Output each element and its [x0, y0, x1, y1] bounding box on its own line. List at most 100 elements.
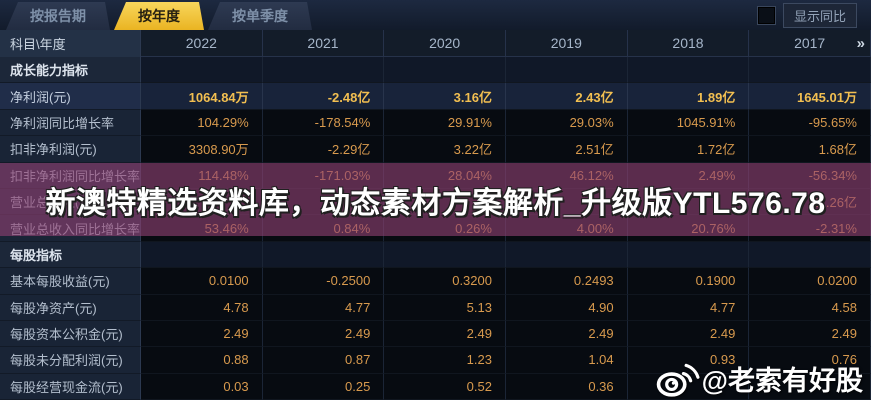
value-cell: 114.48%: [141, 162, 263, 189]
period-tab[interactable]: 按单季度: [208, 2, 312, 30]
row-label: 每股资本公积金(元): [0, 320, 141, 348]
table-row: 营业总收入(元) 21.26亿: [0, 188, 871, 216]
value-cell: 28.04%: [384, 162, 506, 189]
value-cell: 4.77: [262, 294, 385, 321]
corner-header-cell: 科目\年度: [0, 30, 141, 57]
row-label: 营业总收入(元): [0, 188, 141, 216]
value-cell: 29.91%: [384, 109, 506, 137]
value-cell: 3.16亿: [384, 83, 506, 110]
row-label: 净利润(元): [0, 83, 141, 110]
table-row: 扣非净利润(元) 3308.90万 -2.29亿 3.22亿 2.51亿 1.72亿 1.…: [0, 136, 871, 163]
value-cell: [141, 188, 263, 216]
value-cell: 0.2493: [505, 268, 628, 295]
table-row: 每股指标: [0, 241, 871, 269]
value-cell: 5.13: [384, 294, 506, 321]
value-cell: 0.84%: [262, 215, 385, 242]
value-cell: 3308.90万: [141, 136, 263, 163]
value-cell: 21.26亿: [749, 188, 871, 216]
value-cell: [627, 373, 750, 400]
value-cell: 0.0100: [141, 268, 263, 295]
year-header-cell[interactable]: 2017»: [749, 30, 871, 57]
row-label: 每股经营现金流(元): [0, 373, 141, 400]
value-cell: [262, 188, 385, 216]
year-header-cell[interactable]: 2020: [384, 30, 506, 57]
value-cell: 1.04: [505, 347, 628, 374]
value-cell: [141, 57, 263, 84]
value-cell: 0.03: [141, 373, 263, 400]
value-cell: [384, 57, 506, 84]
table-row: 每股资本公积金(元) 2.49 2.49 2.49 2.49 2.49 2.49: [0, 320, 871, 348]
row-label: 每股未分配利润(元): [0, 347, 141, 374]
yoy-checkbox[interactable]: [756, 5, 776, 25]
value-cell: [627, 188, 750, 216]
value-cell: 2.43亿: [505, 83, 628, 110]
value-cell: 53.46%: [141, 215, 263, 242]
value-cell: -56.34%: [749, 162, 871, 189]
value-cell: 0.26%: [384, 215, 506, 242]
value-cell: 0.88: [141, 347, 263, 374]
year-header-cell[interactable]: 2019: [505, 30, 628, 57]
row-label: 营业总收入同比增长率: [0, 215, 141, 242]
value-cell: 0.1900: [627, 268, 750, 295]
value-cell: 1064.84万: [141, 83, 263, 110]
value-cell: 4.00%: [505, 215, 628, 242]
table-row: 净利润同比增长率 104.29% -178.54% 29.91% 29.03% 1045…: [0, 109, 871, 137]
period-tab[interactable]: 按年度: [114, 2, 204, 30]
table-row: 基本每股收益(元) 0.0100 -0.2500 0.3200 0.2493 0.190…: [0, 268, 871, 295]
value-cell: 4.90: [505, 294, 628, 321]
year-header-cell[interactable]: 2022: [141, 30, 263, 57]
value-cell: 2.49: [749, 320, 871, 348]
value-cell: [505, 188, 628, 216]
value-cell: [749, 241, 871, 269]
table-header-row: 科目\年度 2022 2021 2020 2019 2018 2017»: [0, 30, 871, 57]
yoy-toggle-label[interactable]: 显示同比: [782, 2, 857, 28]
value-cell: 104.29%: [141, 109, 263, 137]
table-body: 成长能力指标 净利润(元) 1064.84万 -2.48亿 3.16亿 2.43亿 1.…: [0, 57, 871, 400]
value-cell: [505, 241, 628, 269]
row-label: 扣非净利润同比增长率: [0, 162, 141, 189]
value-cell: 4.77: [627, 294, 750, 321]
value-cell: 2.49%: [627, 162, 750, 189]
value-cell: 3.22亿: [384, 136, 506, 163]
value-cell: [384, 188, 506, 216]
value-cell: -2.48亿: [262, 83, 385, 110]
year-header-cell[interactable]: 2021: [262, 30, 385, 57]
year-header-cell[interactable]: 2018: [627, 30, 750, 57]
value-cell: 2.51亿: [505, 136, 628, 163]
table-row: 每股未分配利润(元) 0.88 0.87 1.23 1.04 0.93 0.76: [0, 347, 871, 374]
table-row: 净利润(元) 1064.84万 -2.48亿 3.16亿 2.43亿 1.89亿 1645…: [0, 83, 871, 110]
value-cell: 2.49: [384, 320, 506, 348]
value-cell: 46.12%: [505, 162, 628, 189]
value-cell: 1045.91%: [627, 109, 750, 137]
value-cell: 0.76: [749, 347, 871, 374]
row-label: 基本每股收益(元): [0, 268, 141, 295]
value-cell: 29.03%: [505, 109, 628, 137]
value-cell: 20.76%: [627, 215, 750, 242]
value-cell: [749, 373, 871, 400]
value-cell: 4.78: [141, 294, 263, 321]
value-cell: -178.54%: [262, 109, 385, 137]
value-cell: [384, 241, 506, 269]
value-cell: [262, 57, 385, 84]
table-row: 扣非净利润同比增长率 114.48% -171.03% 28.04% 46.12% 2.…: [0, 162, 871, 189]
more-years-button[interactable]: »: [856, 34, 865, 52]
value-cell: 1.72亿: [627, 136, 750, 163]
value-cell: -95.65%: [749, 109, 871, 137]
period-tab[interactable]: 按报告期: [6, 2, 110, 30]
value-cell: 2.49: [627, 320, 750, 348]
value-cell: 1645.01万: [749, 83, 871, 110]
value-cell: -2.29亿: [262, 136, 385, 163]
row-label: 净利润同比增长率: [0, 109, 141, 137]
row-label: 成长能力指标: [0, 57, 141, 84]
value-cell: -171.03%: [262, 162, 385, 189]
value-cell: 1.68亿: [749, 136, 871, 163]
value-cell: 0.3200: [384, 268, 506, 295]
value-cell: [505, 57, 628, 84]
value-cell: 2.49: [141, 320, 263, 348]
row-label: 每股指标: [0, 241, 141, 269]
value-cell: 2.49: [262, 320, 385, 348]
period-tabbar: 按报告期 按年度 按单季度 显示同比: [0, 0, 871, 30]
value-cell: 0.0200: [749, 268, 871, 295]
table-row: 每股经营现金流(元) 0.03 0.25 0.52 0.36: [0, 373, 871, 400]
